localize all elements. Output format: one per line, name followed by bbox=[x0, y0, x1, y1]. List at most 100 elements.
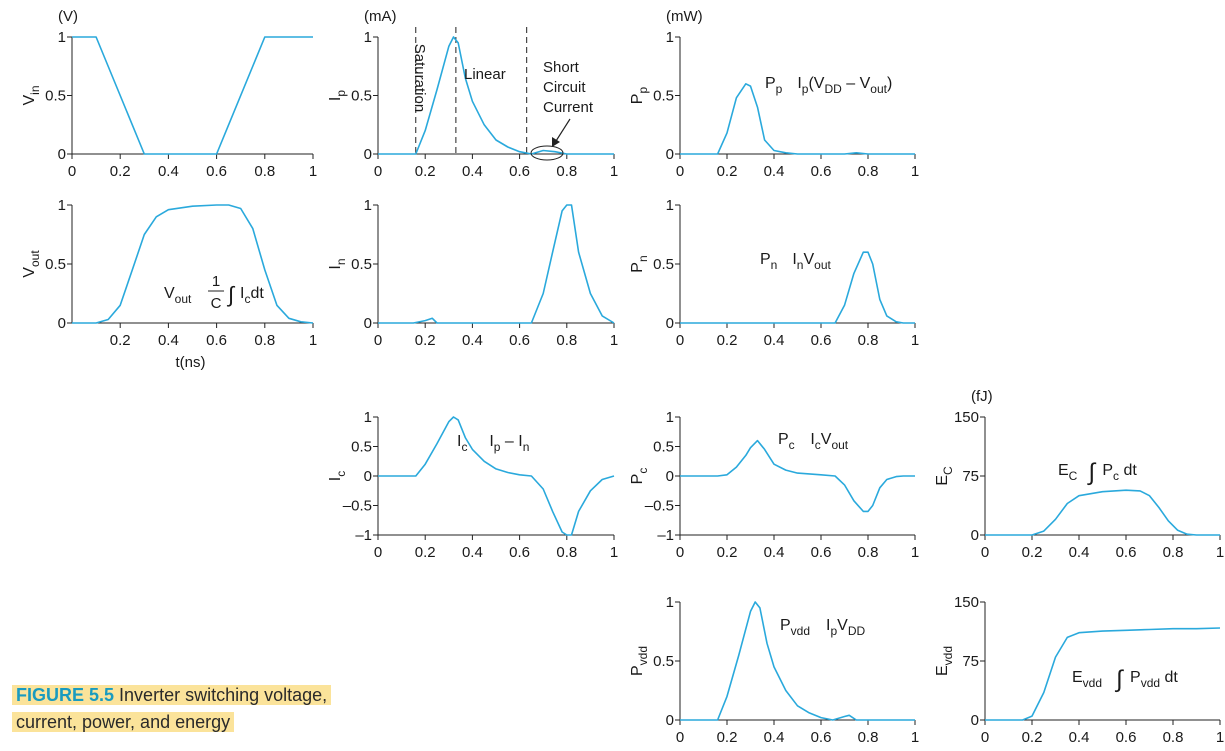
subscript: n bbox=[797, 258, 804, 272]
x-tick-label: 0.4 bbox=[764, 729, 785, 746]
y-tick-label: 150 bbox=[954, 594, 979, 611]
text-run: I bbox=[240, 285, 244, 302]
equation-expression: Ip(VDD – Vout) bbox=[797, 75, 892, 96]
subscript: n bbox=[771, 258, 778, 272]
x-tick-label: 0.4 bbox=[764, 544, 785, 561]
equation-expression: IpVDD bbox=[826, 617, 865, 638]
equation-expression: IcVout bbox=[810, 431, 848, 452]
x-tick-label: 0 bbox=[374, 163, 382, 180]
annotation-circuit: Circuit bbox=[543, 79, 586, 96]
text-run: P bbox=[765, 75, 776, 92]
y-axis-label: Vin bbox=[21, 85, 42, 105]
text-run: ) bbox=[887, 75, 892, 92]
y-tick-label: 0.5 bbox=[351, 439, 372, 456]
x-tick-label: 1 bbox=[610, 544, 618, 561]
y-axis-label: EC bbox=[934, 466, 955, 486]
y-tick-label: 1 bbox=[364, 29, 372, 46]
series-line bbox=[680, 601, 915, 721]
x-tick-label: 0.4 bbox=[158, 163, 179, 180]
x-tick-label: 1 bbox=[610, 163, 618, 180]
text-run: dt bbox=[250, 285, 264, 302]
y-tick-label: 0 bbox=[58, 315, 66, 332]
annotation-arrow bbox=[555, 118, 571, 142]
subscript: n bbox=[636, 255, 650, 262]
series-line bbox=[72, 204, 314, 324]
text-run: – I bbox=[500, 433, 522, 450]
text-run: I bbox=[489, 433, 493, 450]
subscript: n bbox=[334, 258, 348, 265]
subscript: out bbox=[814, 258, 831, 272]
text-run: V bbox=[837, 617, 848, 634]
text-run: V bbox=[821, 431, 832, 448]
text-run: P bbox=[780, 617, 791, 634]
subscript: in bbox=[28, 85, 42, 94]
y-axis-label: Ip bbox=[327, 90, 348, 101]
x-axis-label: t(ns) bbox=[176, 354, 206, 371]
y-tick-label: 1 bbox=[666, 409, 674, 426]
subscript: DD bbox=[824, 82, 842, 96]
x-tick-label: 0.8 bbox=[254, 163, 275, 180]
text-run: I bbox=[327, 477, 344, 481]
x-tick-label: 0.6 bbox=[206, 163, 227, 180]
subscript: vdd bbox=[1141, 676, 1160, 690]
y-tick-label: 1 bbox=[364, 409, 372, 426]
subscript: DD bbox=[848, 624, 866, 638]
y-tick-label: 0 bbox=[666, 468, 674, 485]
text-run: I bbox=[797, 75, 801, 92]
chart-pp: 0 0.2 0.4 0.6 0.8 100.51(mW)Pp Pp Ip(VDD – Vout… bbox=[629, 8, 919, 180]
x-tick-label: 0.6 bbox=[509, 332, 530, 349]
equation-name: Pp bbox=[765, 75, 783, 96]
y-tick-label: 0.5 bbox=[45, 88, 66, 105]
subscript: vdd bbox=[636, 646, 650, 665]
equation-name: Vout bbox=[164, 285, 192, 306]
subscript: c bbox=[789, 438, 795, 452]
series-line bbox=[985, 489, 1220, 536]
subscript: p bbox=[802, 82, 809, 96]
x-tick-label: 0.8 bbox=[556, 544, 577, 561]
fraction-numerator: 1 bbox=[212, 273, 220, 290]
x-tick-label: 0.2 bbox=[415, 544, 436, 561]
subscript: out bbox=[831, 438, 848, 452]
x-tick-label: 0.4 bbox=[462, 163, 483, 180]
x-tick-label: 0 bbox=[676, 163, 684, 180]
text-run: P bbox=[629, 94, 646, 105]
x-tick-label: 0.2 bbox=[415, 332, 436, 349]
chart-in: 0 0.2 0.4 0.6 0.8 1 0 0.5 1 In bbox=[327, 197, 618, 349]
caption-text: Inverter switching voltage, current, pow… bbox=[16, 685, 328, 732]
x-tick-label: 0.2 bbox=[110, 332, 131, 349]
y-tick-label: –1 bbox=[355, 527, 372, 544]
series-line bbox=[680, 251, 915, 324]
equation-name: Evdd bbox=[1072, 669, 1102, 690]
x-tick-label: 1 bbox=[911, 163, 919, 180]
y-tick-label: 1 bbox=[666, 594, 674, 611]
subscript: C bbox=[1069, 469, 1078, 483]
x-tick-label: 0.8 bbox=[1163, 544, 1184, 561]
subscript: p bbox=[776, 82, 783, 96]
text-run: P bbox=[629, 262, 646, 273]
equation-integrand: Icdt bbox=[240, 285, 264, 306]
text-run: P bbox=[778, 431, 789, 448]
x-tick-label: 0.6 bbox=[1116, 544, 1137, 561]
subscript: vdd bbox=[1083, 676, 1102, 690]
integral-sign: ∫ bbox=[1114, 666, 1124, 693]
short-circuit-ellipse bbox=[530, 145, 564, 161]
x-tick-label: 0.8 bbox=[858, 544, 879, 561]
text-run: V bbox=[21, 267, 38, 278]
x-tick-label: 0.8 bbox=[858, 163, 879, 180]
annotation-short: Short bbox=[543, 59, 580, 76]
x-tick-label: 1 bbox=[610, 332, 618, 349]
x-tick-label: 0.6 bbox=[509, 163, 530, 180]
y-tick-label: 0 bbox=[971, 712, 979, 729]
x-tick-label: 0.6 bbox=[811, 163, 832, 180]
x-tick-label: 0.8 bbox=[556, 163, 577, 180]
x-tick-label: 0 bbox=[374, 332, 382, 349]
unit-label: (mA) bbox=[364, 8, 397, 25]
y-tick-label: 0.5 bbox=[351, 256, 372, 273]
annotation-saturation: Saturation bbox=[411, 44, 428, 112]
y-axis-label: Pn bbox=[629, 255, 650, 272]
x-tick-label: 0.8 bbox=[858, 332, 879, 349]
y-tick-label: 0 bbox=[666, 146, 674, 163]
